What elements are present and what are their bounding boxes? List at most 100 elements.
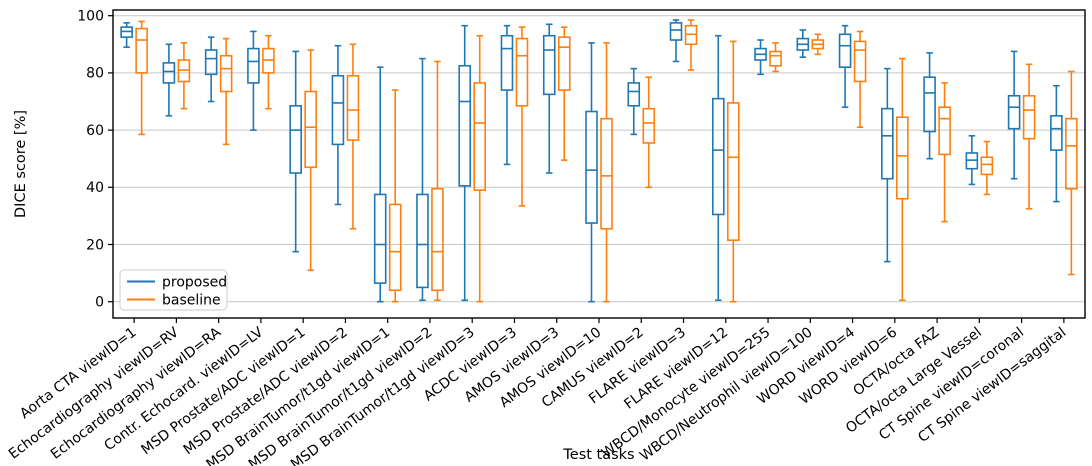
box-baseline-21 [980, 140, 994, 196]
box-rect [219, 54, 233, 93]
box-rect [600, 117, 613, 230]
box-proposed-9 [458, 24, 472, 302]
box-baseline-2 [177, 42, 191, 110]
box-baseline-10 [515, 26, 529, 207]
box-baseline-18 [853, 30, 867, 129]
box-rect [458, 64, 472, 187]
box-proposed-2 [162, 43, 176, 117]
box-rect [204, 49, 218, 76]
box-proposed-1 [120, 22, 133, 48]
box-baseline-4 [262, 34, 275, 110]
y-tick-label: 100 [77, 8, 104, 24]
box-proposed-6 [331, 44, 345, 206]
y-tick-label: 80 [86, 66, 104, 82]
box-proposed-19 [881, 67, 894, 263]
box-rect [1050, 115, 1063, 151]
box-rect [162, 62, 176, 84]
box-rect [557, 36, 571, 91]
box-baseline-15 [726, 40, 740, 303]
y-tick-label: 60 [86, 123, 104, 139]
box-proposed-12 [585, 42, 598, 303]
box-rect [247, 47, 260, 84]
box-rect [388, 203, 402, 292]
legend-label-baseline: baseline [162, 292, 221, 308]
box-rect [515, 37, 529, 107]
box-rect [853, 40, 867, 83]
box-baseline-13 [642, 76, 656, 189]
box-baseline-19 [896, 57, 909, 302]
series-proposed [120, 19, 1063, 303]
box-baseline-1 [135, 20, 148, 136]
legend-label-proposed: proposed [162, 274, 227, 290]
box-baseline-16 [769, 42, 782, 73]
box-rect [500, 34, 514, 91]
box-proposed-10 [500, 24, 514, 166]
box-proposed-22 [1007, 50, 1021, 180]
box-rect [373, 193, 387, 284]
box-baseline-12 [600, 42, 613, 303]
box-proposed-5 [289, 50, 302, 253]
box-proposed-14 [669, 19, 683, 63]
y-tick-label: 20 [86, 237, 104, 253]
box-rect [1007, 94, 1021, 130]
box-proposed-8 [416, 57, 429, 302]
y-tick-label: 40 [86, 180, 104, 196]
y-axis-label: DICE score [%] [13, 110, 29, 218]
box-rect [838, 33, 852, 68]
box-baseline-7 [388, 89, 402, 303]
box-baseline-6 [346, 43, 360, 230]
box-proposed-20 [923, 52, 936, 160]
y-axis: 0 20 40 60 80 100 [77, 8, 113, 310]
box-proposed-3 [204, 36, 218, 103]
box-baseline-5 [304, 49, 317, 272]
box-rect [642, 107, 656, 144]
box-rect [1022, 94, 1036, 140]
box-baseline-8 [431, 60, 444, 302]
box-rect [726, 102, 740, 242]
box-rect [331, 74, 345, 146]
box-baseline-11 [557, 26, 571, 161]
box-rect [769, 50, 782, 67]
box-proposed-4 [247, 30, 260, 131]
box-rect [304, 90, 317, 169]
box-baseline-3 [219, 37, 233, 146]
box-proposed-11 [542, 23, 556, 174]
box-rect [896, 116, 909, 200]
box-rect [542, 34, 556, 96]
box-rect [923, 76, 936, 133]
box-proposed-18 [838, 24, 852, 109]
box-rect [135, 27, 148, 74]
box-baseline-22 [1022, 63, 1036, 210]
box-rect [1065, 117, 1078, 190]
legend: proposed baseline [119, 269, 228, 311]
box-rect [416, 193, 429, 289]
box-rect [938, 106, 951, 156]
box-rect [881, 107, 894, 180]
box-proposed-15 [711, 34, 725, 302]
box-proposed-17 [796, 29, 810, 58]
series-baseline [135, 19, 1078, 303]
box-rect [289, 104, 302, 174]
box-rect [585, 110, 598, 224]
box-rect [627, 82, 641, 107]
box-baseline-14 [684, 19, 698, 71]
box-baseline-23 [1065, 70, 1078, 276]
box-rect [711, 97, 725, 216]
box-baseline-20 [938, 82, 951, 223]
box-baseline-17 [811, 33, 825, 56]
box-proposed-23 [1050, 84, 1063, 203]
box-rect [346, 74, 360, 141]
box-rect [980, 156, 994, 176]
x-axis-label: Test tasks [562, 447, 634, 463]
box-rect [473, 82, 487, 191]
grid-lines [113, 15, 1085, 303]
box-proposed-16 [754, 39, 767, 76]
box-proposed-7 [373, 66, 387, 303]
box-rect [669, 22, 683, 41]
box-proposed-21 [965, 135, 979, 186]
box-proposed-13 [627, 67, 641, 136]
y-tick-label: 0 [95, 294, 104, 310]
